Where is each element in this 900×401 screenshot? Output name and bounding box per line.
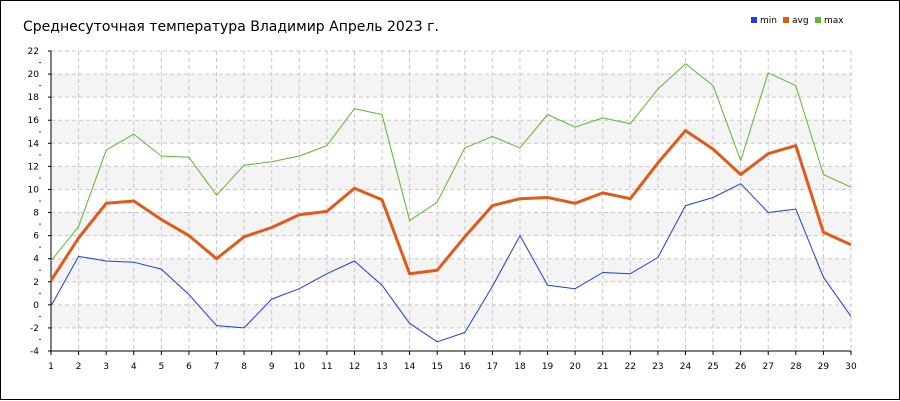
grid-band (51, 304, 851, 328)
x-tick-label: 3 (103, 362, 109, 372)
x-tick-label: 27 (763, 362, 774, 372)
x-tick-label: 14 (404, 362, 416, 372)
y-tick-label: 4 (33, 255, 39, 265)
y-tick-label: 20 (28, 70, 40, 80)
legend-label-min: min (760, 16, 777, 26)
y-tick-label: 8 (33, 209, 39, 219)
x-tick-label: 26 (735, 362, 747, 372)
legend-swatch-avg (783, 17, 789, 23)
x-tick-label: 1 (48, 362, 54, 372)
x-tick-label: 22 (625, 362, 636, 372)
series-line-min (50, 183, 852, 343)
legend-swatch-max (815, 17, 821, 23)
x-tick-label: 21 (597, 362, 608, 372)
x-tick-label: 18 (514, 362, 526, 372)
y-tick-label: 0 (33, 301, 39, 311)
x-tick-label: 10 (294, 362, 306, 372)
series-line-avg (49, 129, 852, 282)
grid-band (51, 166, 851, 190)
x-tick-label: 6 (186, 362, 192, 372)
legend-label-max: max (824, 16, 844, 26)
x-tick-label: 29 (818, 362, 830, 372)
x-tick-label: 8 (241, 362, 247, 372)
x-tick-label: 28 (790, 362, 802, 372)
x-tick-label: 25 (707, 362, 718, 372)
legend-label-avg: avg (792, 16, 809, 26)
x-tick-label: 4 (131, 362, 137, 372)
y-tick-label: -4 (30, 347, 39, 357)
grid-band (51, 212, 851, 236)
grid-band (51, 258, 851, 282)
x-tick-label: 20 (569, 362, 581, 372)
chart-title: Среднесуточная температура Владимир Апре… (23, 19, 439, 35)
x-tick-label: 11 (321, 362, 332, 372)
x-tick-label: 13 (376, 362, 387, 372)
x-tick-label: 16 (459, 362, 471, 372)
grid-band (51, 120, 851, 144)
x-tick-label: 7 (214, 362, 220, 372)
y-tick-label: 18 (28, 93, 40, 103)
y-tick-label: 14 (28, 139, 40, 149)
y-tick-label: 16 (28, 116, 40, 126)
x-tick-label: 23 (652, 362, 663, 372)
x-tick-label: 15 (431, 362, 442, 372)
series-line-max (50, 63, 852, 262)
x-tick-label: 9 (269, 362, 275, 372)
y-tick-label: 6 (33, 232, 39, 242)
x-tick-label: 5 (158, 362, 164, 372)
legend-swatch-min (751, 17, 757, 23)
x-tick-label: 30 (845, 362, 857, 372)
x-tick-label: 12 (349, 362, 360, 372)
y-tick-label: 22 (28, 47, 39, 57)
y-tick-label: -2 (30, 324, 39, 334)
x-tick-label: 19 (542, 362, 554, 372)
grid-band (51, 74, 851, 98)
x-tick-label: 2 (76, 362, 82, 372)
x-tick-label: 24 (680, 362, 692, 372)
y-tick-label: 2 (33, 278, 39, 288)
y-tick-label: 12 (28, 162, 39, 172)
y-tick-label: 10 (28, 185, 40, 195)
x-tick-label: 17 (487, 362, 498, 372)
